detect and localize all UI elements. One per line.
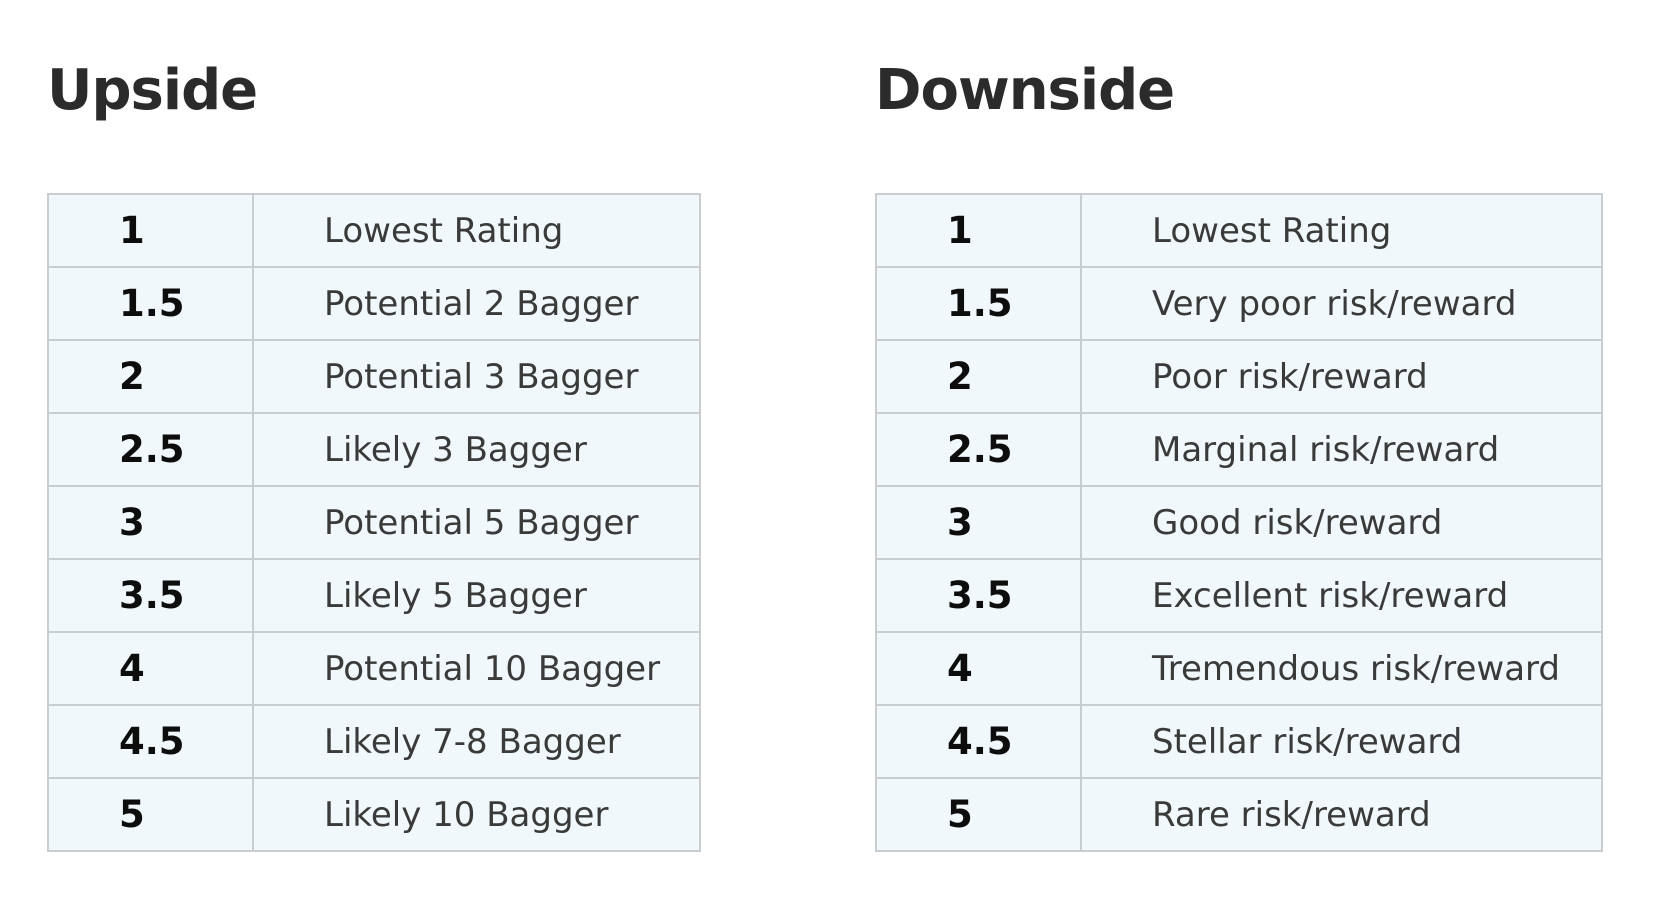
rating-value-cell: 1	[47, 193, 254, 268]
rating-label-cell: Marginal risk/reward	[1080, 412, 1603, 487]
rating-label-cell: Potential 3 Bagger	[252, 339, 701, 414]
rating-label-cell: Lowest Rating	[252, 193, 701, 268]
table-row: 2.5 Marginal risk/reward	[875, 412, 1603, 487]
table-row: 3.5 Excellent risk/reward	[875, 558, 1603, 633]
rating-label-cell: Potential 10 Bagger	[252, 631, 701, 706]
table-row: 1.5 Very poor risk/reward	[875, 266, 1603, 341]
rating-value-cell: 2.5	[875, 412, 1082, 487]
upside-table: 1 Lowest Rating 1.5 Potential 2 Bagger 2 Pote…	[47, 193, 701, 852]
table-row: 2.5 Likely 3 Bagger	[47, 412, 701, 487]
rating-label-cell: Tremendous risk/reward	[1080, 631, 1603, 706]
table-row: 1 Lowest Rating	[875, 193, 1603, 268]
rating-value-cell: 5	[47, 777, 254, 852]
table-row: 3 Potential 5 Bagger	[47, 485, 701, 560]
table-row: 2 Poor risk/reward	[875, 339, 1603, 414]
rating-label-cell: Likely 3 Bagger	[252, 412, 701, 487]
rating-value-cell: 4.5	[47, 704, 254, 779]
rating-label-cell: Very poor risk/reward	[1080, 266, 1603, 341]
rating-value-cell: 4.5	[875, 704, 1082, 779]
upside-title: Upside	[47, 58, 258, 123]
table-row: 1 Lowest Rating	[47, 193, 701, 268]
rating-label-cell: Excellent risk/reward	[1080, 558, 1603, 633]
rating-label-cell: Poor risk/reward	[1080, 339, 1603, 414]
rating-label-cell: Potential 2 Bagger	[252, 266, 701, 341]
rating-label-cell: Likely 10 Bagger	[252, 777, 701, 852]
rating-value-cell: 3.5	[875, 558, 1082, 633]
table-row: 5 Rare risk/reward	[875, 777, 1603, 852]
rating-value-cell: 2	[875, 339, 1082, 414]
table-row: 1.5 Potential 2 Bagger	[47, 266, 701, 341]
table-row: 4.5 Stellar risk/reward	[875, 704, 1603, 779]
table-row: 3 Good risk/reward	[875, 485, 1603, 560]
rating-value-cell: 4	[875, 631, 1082, 706]
rating-label-cell: Good risk/reward	[1080, 485, 1603, 560]
rating-value-cell: 3	[47, 485, 254, 560]
rating-value-cell: 2	[47, 339, 254, 414]
rating-value-cell: 1.5	[875, 266, 1082, 341]
rating-label-cell: Potential 5 Bagger	[252, 485, 701, 560]
rating-value-cell: 5	[875, 777, 1082, 852]
rating-value-cell: 3	[875, 485, 1082, 560]
rating-value-cell: 3.5	[47, 558, 254, 633]
downside-title: Downside	[875, 58, 1175, 123]
table-row: 4.5 Likely 7-8 Bagger	[47, 704, 701, 779]
rating-label-cell: Stellar risk/reward	[1080, 704, 1603, 779]
table-row: 4 Tremendous risk/reward	[875, 631, 1603, 706]
rating-label-cell: Lowest Rating	[1080, 193, 1603, 268]
rating-label-cell: Likely 7-8 Bagger	[252, 704, 701, 779]
downside-panel: Downside 1 Lowest Rating 1.5 Very poor risk…	[875, 0, 1603, 908]
rating-value-cell: 2.5	[47, 412, 254, 487]
rating-label-cell: Likely 5 Bagger	[252, 558, 701, 633]
table-row: 2 Potential 3 Bagger	[47, 339, 701, 414]
table-row: 3.5 Likely 5 Bagger	[47, 558, 701, 633]
downside-table: 1 Lowest Rating 1.5 Very poor risk/reward 2 P…	[875, 193, 1603, 852]
rating-value-cell: 1.5	[47, 266, 254, 341]
upside-panel: Upside 1 Lowest Rating 1.5 Potential 2 Bagg…	[47, 0, 701, 908]
rating-value-cell: 4	[47, 631, 254, 706]
table-row: 5 Likely 10 Bagger	[47, 777, 701, 852]
table-row: 4 Potential 10 Bagger	[47, 631, 701, 706]
rating-value-cell: 1	[875, 193, 1082, 268]
rating-label-cell: Rare risk/reward	[1080, 777, 1603, 852]
